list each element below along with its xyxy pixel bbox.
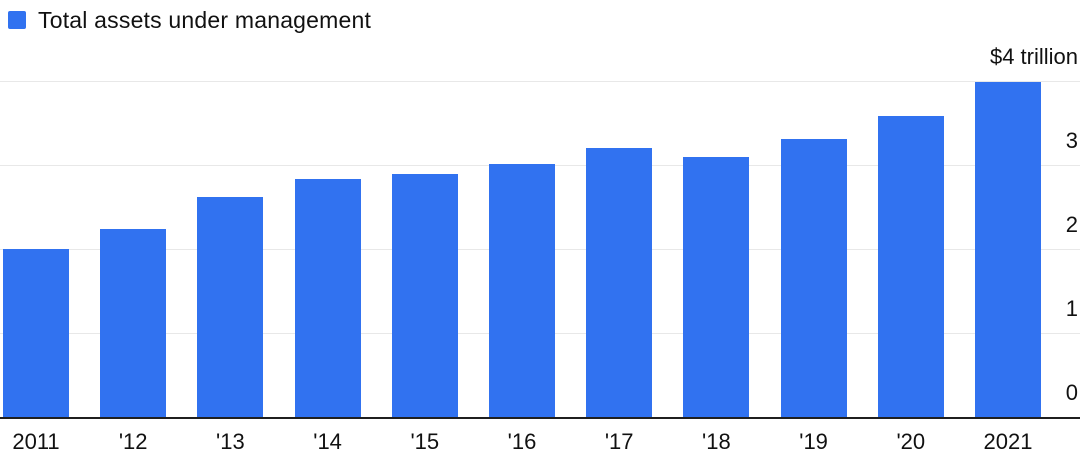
bar-19 bbox=[780, 139, 847, 418]
x-axis-line bbox=[0, 417, 1080, 419]
y-axis-label: 2 bbox=[1065, 212, 1078, 237]
bar-12 bbox=[100, 229, 167, 418]
y-axis-label: 3 bbox=[1065, 128, 1078, 153]
y-axis-label: $4 trillion bbox=[989, 44, 1078, 69]
x-axis-label: '14 bbox=[313, 429, 342, 454]
bar-2021 bbox=[975, 82, 1041, 418]
bar-15 bbox=[391, 174, 458, 418]
x-axis-label: '16 bbox=[507, 429, 537, 454]
x-axis-label: '20 bbox=[896, 429, 926, 454]
legend-swatch-icon bbox=[8, 11, 26, 29]
bar-20 bbox=[877, 115, 944, 418]
y-axis-label: 1 bbox=[1065, 296, 1078, 321]
bar-18 bbox=[683, 156, 750, 418]
x-axis-label: 2021 bbox=[983, 429, 1033, 454]
gridline bbox=[0, 81, 1080, 82]
bar-14 bbox=[294, 178, 361, 418]
legend: Total assets under management bbox=[8, 7, 371, 33]
x-axis-label: '13 bbox=[216, 429, 245, 454]
bar-13 bbox=[197, 197, 264, 418]
y-axis-label: 0 bbox=[1065, 380, 1078, 405]
bar-16 bbox=[489, 164, 555, 418]
bar-17 bbox=[586, 148, 653, 418]
x-axis-label: '12 bbox=[118, 429, 148, 454]
x-axis-label: '19 bbox=[799, 429, 828, 454]
x-axis-label: '15 bbox=[410, 429, 440, 454]
legend-label: Total assets under management bbox=[38, 6, 372, 33]
bar-2011 bbox=[3, 249, 69, 418]
x-axis-label: 2011 bbox=[12, 429, 60, 454]
x-axis-label: '18 bbox=[702, 429, 731, 454]
x-axis-label: '17 bbox=[604, 429, 634, 454]
